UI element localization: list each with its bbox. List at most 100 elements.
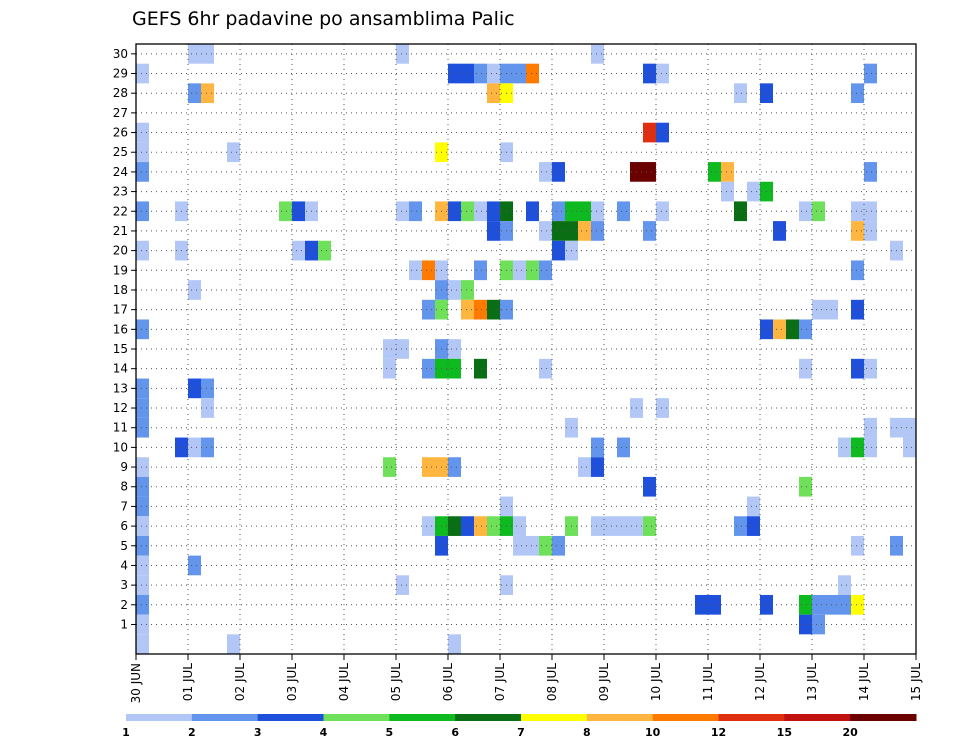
heatmap-cell	[461, 201, 474, 222]
heatmap-cell	[188, 437, 201, 458]
heatmap-cell	[734, 516, 747, 536]
heatmap-cell	[708, 594, 721, 615]
heatmap-cell	[136, 535, 149, 556]
heatmap-cell	[643, 63, 656, 84]
heatmap-cell	[838, 594, 851, 615]
heatmap-cell	[851, 201, 864, 222]
y-tick-label: 30	[113, 47, 128, 61]
heatmap-cell	[812, 594, 825, 615]
x-tick-label: 08 JUL	[545, 663, 559, 701]
heatmap-cell	[539, 162, 552, 182]
heatmap-cell	[422, 516, 435, 536]
y-tick-label: 10	[113, 440, 128, 454]
heatmap-cell	[643, 476, 656, 497]
heatmap-cell	[513, 535, 526, 556]
heatmap-cell	[656, 122, 669, 143]
heatmap-cell	[136, 575, 149, 595]
heatmap-cell	[552, 162, 565, 182]
y-axis-ticks: 1234567891011121314151617181920212223242…	[113, 47, 136, 631]
heatmap-cell	[799, 476, 812, 497]
y-tick-label: 9	[120, 460, 128, 474]
heatmap-cell	[578, 221, 591, 241]
y-tick-label: 19	[113, 263, 128, 277]
heatmap-cell	[656, 398, 669, 418]
y-tick-label: 15	[113, 342, 128, 356]
heatmap-cell	[409, 201, 422, 222]
heatmap-cell	[864, 221, 877, 241]
heatmap-cell	[188, 280, 201, 300]
heatmap-cell	[838, 575, 851, 595]
heatmap-cell	[396, 339, 409, 359]
heatmap-cell	[474, 358, 487, 379]
x-tick-label: 07 JUL	[493, 663, 507, 701]
colorbar: 1 2 3 4 5 6 7 8 10 12 15 20	[122, 714, 917, 739]
heatmap-cell	[448, 280, 461, 300]
heatmap-cell	[526, 63, 539, 84]
x-tick-label: 11 JUL	[701, 663, 715, 701]
heatmap-cell	[747, 181, 760, 202]
heatmap-cell	[734, 83, 747, 104]
heatmap-cell	[448, 457, 461, 477]
heatmap-cell	[812, 614, 825, 635]
heatmap-cell	[136, 319, 149, 340]
colorbar-label: 20	[843, 726, 859, 739]
x-axis-ticks: 30 JUN 01 JUL 02 JUL 03 JUL 04 JUL 05 JUL 06 J…	[129, 654, 923, 703]
colorbar-swatch	[257, 714, 324, 721]
heatmap-cell	[864, 162, 877, 182]
heatmap-cell	[487, 201, 500, 222]
y-tick-label: 28	[113, 86, 128, 100]
colorbar-swatch	[718, 714, 785, 721]
y-tick-label: 17	[113, 303, 128, 317]
heatmap-cell	[201, 378, 214, 399]
heatmap-cell	[526, 201, 539, 222]
colorbar-swatch	[652, 714, 719, 721]
heatmap-cell	[864, 201, 877, 222]
heatmap-cell	[136, 496, 149, 517]
heatmap-cell	[864, 63, 877, 84]
heatmap-cell	[643, 162, 656, 182]
heatmap-cell	[136, 516, 149, 536]
heatmap-cell	[487, 299, 500, 320]
heatmap-cell	[474, 63, 487, 84]
y-tick-label: 12	[113, 401, 128, 415]
heatmap-cell	[513, 63, 526, 84]
heatmap-cell	[487, 516, 500, 536]
heatmap-cell	[513, 260, 526, 281]
heatmap-cell	[448, 201, 461, 222]
heatmap-cell	[864, 417, 877, 438]
heatmap-cell	[851, 221, 864, 241]
heatmap-cell	[396, 575, 409, 595]
colorbar-label: 3	[254, 726, 262, 739]
heatmap-cell	[617, 516, 630, 536]
heatmap-cells	[136, 44, 916, 654]
heatmap-cell	[136, 555, 149, 576]
heatmap-cell	[396, 201, 409, 222]
heatmap-cell	[383, 339, 396, 359]
heatmap-cell	[474, 260, 487, 281]
heatmap-cell	[591, 437, 604, 458]
colorbar-swatch	[455, 714, 522, 721]
heatmap-cell	[136, 457, 149, 477]
heatmap-cell	[526, 535, 539, 556]
y-tick-label: 13	[113, 381, 128, 395]
x-tick-label: 05 JUL	[389, 663, 403, 701]
y-tick-label: 8	[120, 480, 128, 494]
x-tick-label: 30 JUN	[129, 663, 143, 703]
heatmap-cell	[864, 437, 877, 458]
heatmap-cell	[448, 358, 461, 379]
heatmap-cell	[799, 594, 812, 615]
heatmap-cell	[799, 358, 812, 379]
heatmap-cell	[799, 201, 812, 222]
y-tick-label: 7	[120, 499, 128, 513]
colorbar-swatch	[323, 714, 390, 721]
heatmap-cell	[383, 358, 396, 379]
y-tick-label: 14	[113, 362, 128, 376]
x-tick-label: 04 JUL	[337, 663, 351, 701]
heatmap-cell	[851, 260, 864, 281]
heatmap-cell	[487, 83, 500, 104]
heatmap-cell	[201, 83, 214, 104]
heatmap-cell	[591, 221, 604, 241]
heatmap-cell	[201, 437, 214, 458]
heatmap-cell	[786, 319, 799, 340]
chart-title: GEFS 6hr padavine po ansamblima Palic	[132, 8, 515, 30]
